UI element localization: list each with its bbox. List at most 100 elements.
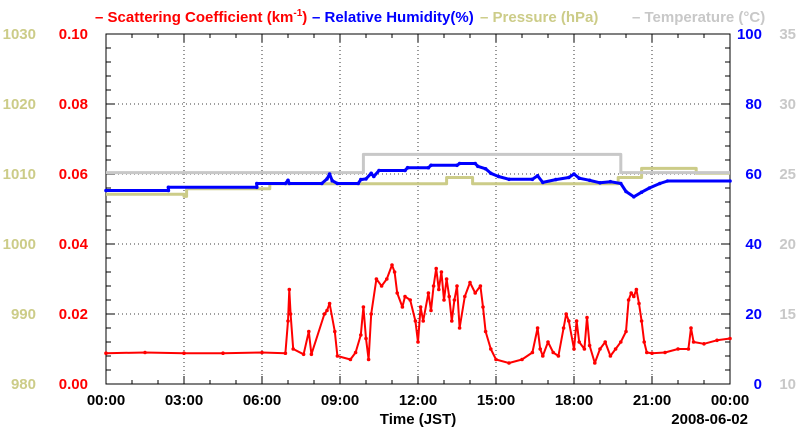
data-point-humidity xyxy=(356,181,361,186)
data-point-humidity xyxy=(377,168,381,173)
data-point-scattering xyxy=(715,338,719,343)
data-point-scattering xyxy=(634,287,639,292)
data-point-scattering xyxy=(416,340,420,344)
humidity-tick-label: 0 xyxy=(754,376,762,393)
data-point-humidity xyxy=(476,164,480,169)
data-point-humidity xyxy=(496,174,501,179)
data-point-scattering xyxy=(574,319,579,323)
data-point-scattering xyxy=(686,347,691,351)
data-point-scattering xyxy=(564,312,568,316)
data-point-scattering xyxy=(353,350,358,355)
data-point-humidity xyxy=(473,161,478,166)
data-point-humidity xyxy=(632,195,636,199)
scattering-tick-label: 0.02 xyxy=(59,306,88,323)
data-point-humidity xyxy=(455,163,459,168)
temperature-tick-label: 35 xyxy=(779,26,796,43)
data-point-scattering xyxy=(325,308,329,313)
data-point-humidity xyxy=(287,181,292,186)
data-point-scattering xyxy=(463,294,467,299)
data-point-humidity xyxy=(624,189,628,194)
x-tick-label: 00:00 xyxy=(711,392,749,409)
data-point-humidity xyxy=(166,188,171,193)
data-point-humidity xyxy=(405,165,410,170)
pressure-tick-label: 1030 xyxy=(3,26,36,43)
data-point-scattering xyxy=(379,284,384,288)
data-point-scattering xyxy=(400,305,405,309)
data-point-scattering xyxy=(507,361,511,365)
data-point-scattering xyxy=(283,351,288,356)
scattering-tick-label: 0.04 xyxy=(59,236,89,253)
legend: – Scattering Coefficient (km-1) – Relativ… xyxy=(95,8,765,26)
data-point-humidity xyxy=(320,181,324,186)
data-point-scattering xyxy=(535,326,540,330)
data-point-scattering xyxy=(457,326,462,330)
data-point-scattering xyxy=(728,336,732,341)
data-point-scattering xyxy=(291,347,296,351)
temperature-tick-label: 10 xyxy=(779,376,796,393)
data-point-scattering xyxy=(322,312,327,316)
data-point-humidity xyxy=(647,186,652,190)
data-point-scattering xyxy=(473,291,478,295)
x-tick-label: 09:00 xyxy=(321,392,359,409)
data-point-scattering xyxy=(335,354,340,358)
humidity-tick-label: 80 xyxy=(745,96,762,113)
humidity-tick-label: 60 xyxy=(745,166,762,183)
data-point-scattering xyxy=(327,301,332,306)
data-point-scattering xyxy=(619,340,623,344)
data-point-scattering xyxy=(260,350,264,355)
data-point-scattering xyxy=(403,294,407,299)
data-point-scattering xyxy=(221,351,225,356)
data-point-scattering xyxy=(567,319,571,323)
data-point-humidity xyxy=(598,181,602,185)
data-point-humidity xyxy=(325,177,329,181)
y-axes: 98099010001010102010300.000.020.040.060.… xyxy=(3,26,796,393)
data-point-humidity xyxy=(658,181,662,186)
data-point-humidity xyxy=(283,181,288,186)
data-point-scattering xyxy=(639,319,644,323)
data-point-scattering xyxy=(629,291,633,295)
data-point-scattering xyxy=(546,340,550,344)
data-point-scattering xyxy=(642,340,646,344)
data-point-humidity xyxy=(254,181,259,186)
data-point-scattering xyxy=(333,329,337,334)
data-point-humidity xyxy=(535,174,540,178)
data-point-scattering xyxy=(613,347,618,351)
data-point-humidity xyxy=(639,190,644,194)
data-point-scattering xyxy=(452,298,457,302)
data-point-scattering xyxy=(392,270,397,274)
data-point-scattering xyxy=(494,357,498,362)
data-point-scattering xyxy=(439,270,444,274)
data-point-scattering xyxy=(444,277,449,281)
data-point-humidity xyxy=(426,165,431,170)
data-point-scattering xyxy=(287,287,292,292)
data-point-humidity xyxy=(567,175,571,180)
x-tick-label: 06:00 xyxy=(243,392,281,409)
data-point-humidity xyxy=(489,171,493,176)
temperature-tick-label: 15 xyxy=(779,306,796,323)
x-tick-label: 15:00 xyxy=(477,392,515,409)
data-point-scattering xyxy=(691,340,696,344)
data-point-humidity xyxy=(577,176,581,180)
scattering-tick-label: 0.10 xyxy=(59,26,88,43)
scattering-tick-label: 0.08 xyxy=(59,96,88,113)
data-point-scattering xyxy=(301,352,306,357)
data-point-scattering xyxy=(434,266,439,271)
data-point-scattering xyxy=(489,347,493,351)
data-point-scattering xyxy=(286,319,290,323)
data-point-scattering xyxy=(437,287,441,292)
data-point-scattering xyxy=(408,298,413,302)
humidity-tick-label: 20 xyxy=(745,306,762,323)
data-point-humidity xyxy=(166,185,171,190)
pressure-tick-label: 1020 xyxy=(3,96,36,113)
series-line-pressure xyxy=(106,166,730,198)
data-point-scattering xyxy=(520,357,524,362)
data-point-humidity xyxy=(608,179,613,184)
data-point-scattering xyxy=(598,347,602,351)
data-point-scattering xyxy=(104,351,108,356)
data-point-scattering xyxy=(587,343,592,348)
data-point-scattering xyxy=(468,280,472,285)
data-point-humidity xyxy=(587,178,592,183)
data-point-scattering xyxy=(359,333,363,337)
data-point-scattering xyxy=(369,312,374,316)
data-point-scattering xyxy=(577,340,581,344)
